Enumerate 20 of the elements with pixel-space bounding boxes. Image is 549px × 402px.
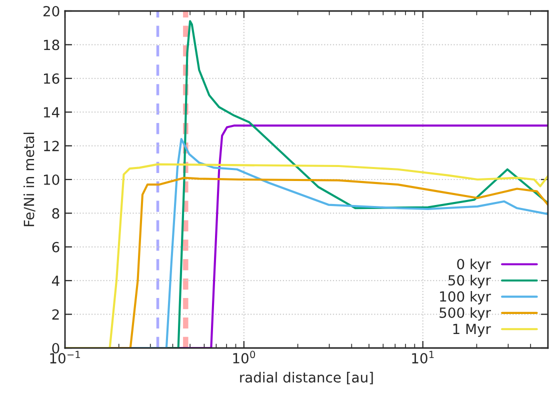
legend-label: 1 Myr: [453, 324, 491, 337]
x-axis-title: radial distance [au]: [240, 372, 373, 384]
y-tick-label: 16: [44, 73, 60, 84]
y-tick-label: 4: [52, 276, 60, 286]
y-tick-label: 14: [44, 107, 60, 118]
y-tick-label: 2: [52, 309, 59, 320]
y-tick-label: 8: [52, 208, 60, 219]
legend-label: 50 kyr: [448, 274, 491, 288]
legend-label: 500 kyr: [440, 307, 491, 321]
y-tick-label: 18: [44, 40, 60, 50]
y-tick-label: 12: [44, 140, 59, 152]
y-axis-title: Fe/Ni in metal: [23, 132, 36, 226]
x-tick-label: 10$^{1}$: [412, 350, 434, 364]
y-tick-label: 20: [43, 6, 60, 16]
legend-label: 100 kyr: [440, 291, 491, 304]
y-tick-label: 0: [52, 342, 60, 354]
y-tick-label: 10: [44, 174, 60, 185]
x-tick-label: 10$^{0}$: [233, 350, 256, 364]
legend-label: 0 kyr: [457, 258, 491, 272]
y-tick-label: 6: [52, 242, 60, 252]
